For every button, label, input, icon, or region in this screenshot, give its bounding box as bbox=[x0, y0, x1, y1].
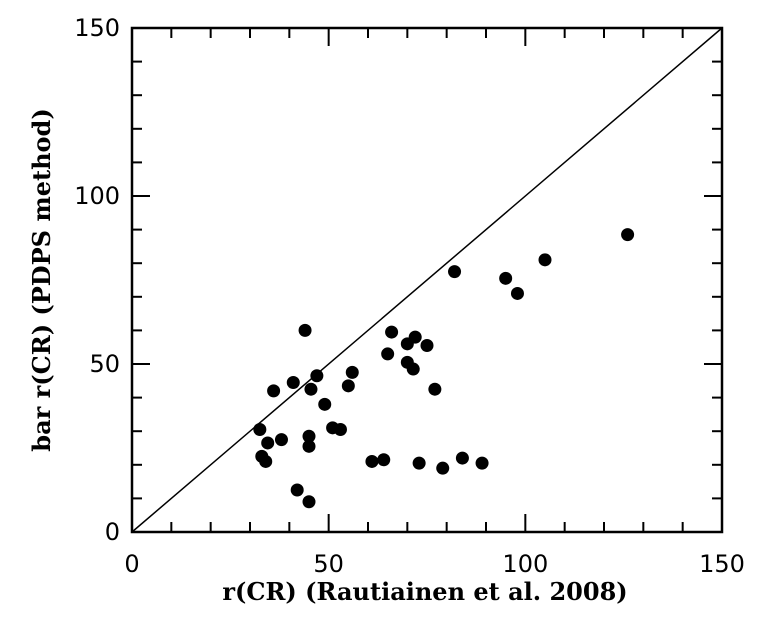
data-point bbox=[538, 253, 552, 267]
data-point bbox=[302, 439, 316, 453]
data-point bbox=[365, 454, 379, 468]
x-tick-label: 0 bbox=[124, 550, 139, 578]
data-point bbox=[259, 454, 273, 468]
y-tick-label: 0 bbox=[105, 518, 120, 546]
data-point bbox=[341, 379, 355, 393]
x-tick-label: 150 bbox=[699, 550, 745, 578]
data-point bbox=[499, 271, 513, 285]
y-tick-label: 150 bbox=[74, 14, 120, 42]
y-tick-label: 100 bbox=[74, 182, 120, 210]
data-point bbox=[381, 347, 395, 361]
plot-frame bbox=[130, 26, 724, 534]
data-points bbox=[253, 228, 635, 509]
data-point bbox=[302, 495, 316, 509]
data-point bbox=[385, 325, 399, 339]
data-point bbox=[298, 323, 312, 337]
tick-labels: 0 50 100 150 0 50 100 150 bbox=[74, 14, 745, 578]
x-tick-label: 50 bbox=[313, 550, 344, 578]
data-point bbox=[345, 365, 359, 379]
data-point bbox=[286, 375, 300, 389]
data-point bbox=[310, 369, 324, 383]
x-axis-label: r(CR) (Rautiainen et al. 2008) bbox=[222, 577, 627, 606]
data-point bbox=[261, 436, 275, 450]
x-tick-label: 100 bbox=[502, 550, 548, 578]
data-point bbox=[436, 461, 450, 475]
data-point bbox=[274, 433, 288, 447]
data-point bbox=[318, 397, 332, 411]
data-point bbox=[455, 451, 469, 465]
data-point bbox=[510, 286, 524, 300]
data-point bbox=[420, 339, 434, 353]
data-point bbox=[304, 382, 318, 396]
data-point bbox=[333, 423, 347, 437]
data-point bbox=[377, 453, 391, 467]
data-point bbox=[428, 382, 442, 396]
data-point bbox=[290, 483, 304, 497]
y-axis-label: bar r(CR) (PDPS method) bbox=[27, 108, 56, 451]
y-tick-label: 50 bbox=[89, 350, 120, 378]
data-point bbox=[412, 456, 426, 470]
data-point bbox=[475, 456, 489, 470]
axis-ticks bbox=[132, 28, 722, 532]
data-point bbox=[253, 423, 267, 437]
identity-line bbox=[131, 27, 723, 533]
data-point bbox=[302, 429, 316, 443]
data-point bbox=[406, 362, 420, 376]
data-point bbox=[448, 265, 462, 279]
data-point bbox=[267, 384, 281, 398]
data-point bbox=[621, 228, 635, 242]
data-point bbox=[408, 330, 422, 344]
